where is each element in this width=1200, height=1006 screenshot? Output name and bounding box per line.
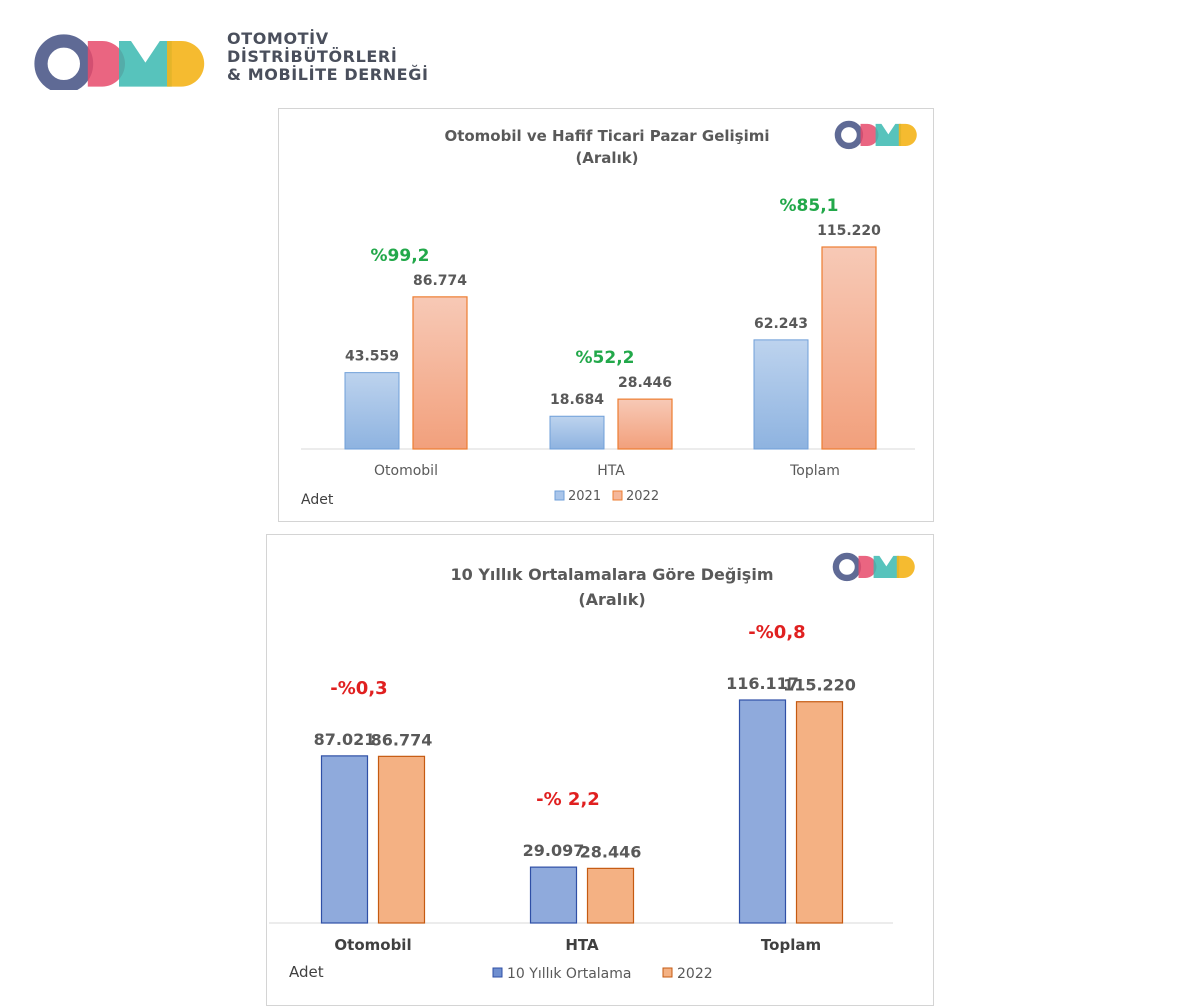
- organization-name-line-3: & MOBİLİTE DERNEĞİ: [227, 65, 429, 84]
- organization-name: OTOMOTİV DİSTRİBÜTÖRLERİ & MOBİLİTE DERN…: [227, 30, 429, 84]
- chart-subtitle: (Aralık): [578, 590, 645, 609]
- change-label-otomobil: %99,2: [371, 246, 430, 266]
- category-label-hta: HTA: [565, 936, 599, 954]
- logo-letter-m: [119, 41, 172, 87]
- chart-title: Otomobil ve Hafif Ticari Pazar Gelişimi: [444, 127, 769, 145]
- category-label-toplam: Toplam: [789, 463, 840, 479]
- logo-letter-m: [875, 123, 902, 146]
- bar-hta-series-1: [529, 866, 578, 924]
- logo-letter-d: [858, 555, 877, 578]
- value-label-otomobil-series-2: 86.774: [371, 730, 433, 749]
- legend: 2021 2022: [554, 489, 659, 504]
- logo-letter-o: [832, 552, 862, 582]
- logo-letter-o: [34, 34, 94, 90]
- value-label-hta-series-1: 29.097: [523, 841, 585, 860]
- logo-letter-m: [873, 555, 900, 578]
- value-label-hta-series-2: 28.446: [618, 375, 672, 391]
- bar-otomobil-series-2: [377, 755, 426, 924]
- legend-swatch-2022: [612, 490, 623, 501]
- category-label-otomobil: Otomobil: [334, 936, 411, 954]
- value-label-toplam-series-1: 62.243: [754, 316, 808, 332]
- change-label-otomobil: -%0,3: [330, 678, 387, 699]
- legend: 10 Yıllık Ortalama 2022: [492, 966, 713, 982]
- legend-label-10-year-average: 10 Yıllık Ortalama: [507, 966, 631, 982]
- logo-letter-d-2: [896, 555, 915, 578]
- legend-label-2022: 2022: [626, 489, 659, 504]
- bar-toplam-series-2: [795, 701, 844, 924]
- legend-label-2022: 2022: [677, 966, 713, 982]
- bar-toplam-series-1: [738, 699, 787, 924]
- unit-note: Adet: [289, 963, 324, 981]
- unit-note: Adet: [301, 492, 334, 508]
- value-label-otomobil-series-1: 87.021: [314, 730, 376, 749]
- bar-toplam-series-2: [821, 246, 877, 450]
- odmd-logo-mark: [34, 34, 205, 90]
- bar-otomobil-series-2: [412, 296, 468, 450]
- change-label-toplam: -%0,8: [748, 622, 805, 643]
- legend-label-2021: 2021: [568, 489, 601, 504]
- bar-otomobil-series-1: [320, 755, 369, 924]
- chart-panel-ten-year-average: 10 Yıllık Ortalamalara Göre Değişim (Ara…: [266, 534, 934, 1006]
- legend-swatch-2021: [554, 490, 565, 501]
- value-label-toplam-series-2: 115.220: [817, 223, 881, 239]
- plot-area: 43.559 86.774 Otomobil %99,2 18.684 28.446 HTA…: [301, 196, 915, 479]
- chart-panel-market-development: Otomobil ve Hafif Ticari Pazar Gelişimi …: [278, 108, 934, 522]
- odmd-header-logo: OTOMOTİV DİSTRİBÜTÖRLERİ & MOBİLİTE DERN…: [33, 28, 429, 90]
- organization-name-line-1: OTOMOTİV: [227, 29, 329, 48]
- change-label-hta: -% 2,2: [536, 789, 600, 810]
- chart-subtitle: (Aralık): [575, 149, 638, 167]
- chart-title: 10 Yıllık Ortalamalara Göre Değişim: [451, 565, 774, 584]
- bar-otomobil-series-1: [344, 372, 400, 450]
- change-label-toplam: %85,1: [780, 196, 839, 216]
- value-label-toplam-series-2: 115.220: [783, 676, 856, 695]
- odmd-mini-logo: [834, 120, 917, 150]
- category-label-hta: HTA: [597, 463, 625, 479]
- value-label-otomobil-series-2: 86.774: [413, 273, 467, 289]
- bar-hta-series-2: [617, 398, 673, 450]
- chart-market-development: Otomobil ve Hafif Ticari Pazar Gelişimi …: [301, 120, 917, 508]
- change-label-hta: %52,2: [576, 348, 635, 368]
- category-label-toplam: Toplam: [761, 936, 821, 954]
- value-label-otomobil-series-1: 43.559: [345, 349, 399, 365]
- value-label-hta-series-1: 18.684: [550, 392, 604, 408]
- bar-hta-series-2: [586, 867, 635, 924]
- odmd-mini-logo: [832, 552, 915, 582]
- bar-toplam-series-1: [753, 339, 809, 450]
- legend-swatch-10-year-average: [492, 967, 503, 978]
- organization-name-line-2: DİSTRİBÜTÖRLERİ: [227, 47, 398, 66]
- logo-letter-d: [87, 41, 125, 87]
- value-label-hta-series-2: 28.446: [580, 842, 642, 861]
- bar-hta-series-1: [549, 415, 605, 450]
- legend-swatch-2022: [662, 967, 673, 978]
- logo-letter-d-2: [898, 123, 917, 146]
- logo-letter-o: [834, 120, 864, 150]
- value-label-toplam-series-1: 116.117: [726, 674, 799, 693]
- logo-letter-d-2: [167, 41, 205, 87]
- category-label-otomobil: Otomobil: [374, 463, 438, 479]
- chart-ten-year-average: 10 Yıllık Ortalamalara Göre Değişim (Ara…: [269, 552, 915, 982]
